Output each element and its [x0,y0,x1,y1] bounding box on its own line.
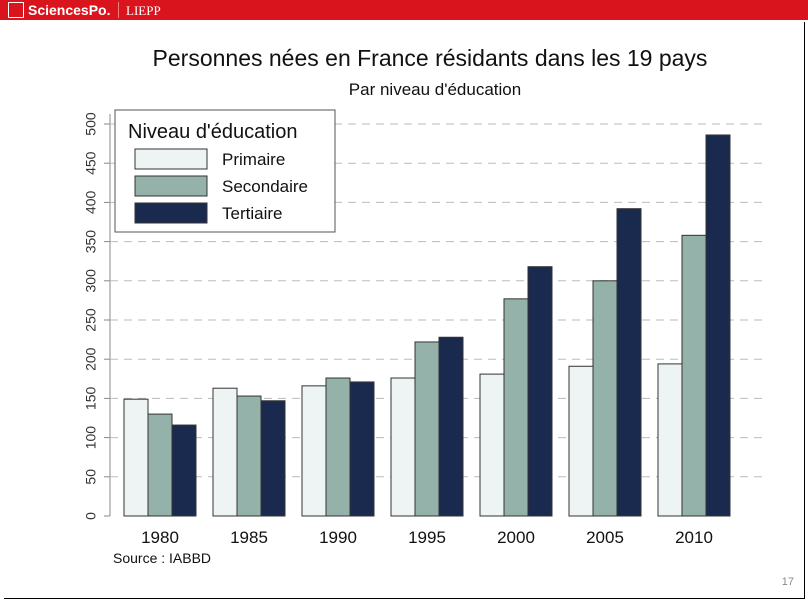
y-tick-label: 350 [83,230,99,254]
bar-primaire-2005 [568,365,594,517]
bar-secondaire-2000 [503,298,529,517]
y-tick-label: 50 [83,469,99,485]
bar-tertiaire-2000 [527,266,553,517]
x-tick-label: 2000 [497,528,535,547]
bar-primaire-2010 [657,363,683,517]
bar-secondaire-2005 [592,280,618,517]
bar-tertiaire-1995 [438,336,464,517]
chart-title: Personnes nées en France résidants dans … [153,45,708,71]
brand-name: SciencesPo. [28,2,111,18]
bar-secondaire-1985 [236,395,262,517]
x-tick-label: 2005 [586,528,624,547]
y-tick-label: 100 [83,426,99,450]
bar-primaire-1995 [390,377,416,517]
x-tick-label: 1985 [230,528,268,547]
bar-tertiaire-2005 [616,208,642,517]
bar-secondaire-1995 [414,341,440,517]
y-tick-label: 200 [83,347,99,371]
legend-swatch-tertiaire [134,202,208,224]
bar-primaire-1980 [123,398,149,517]
bar-tertiaire-1985 [260,400,286,517]
y-tick-label: 500 [83,112,99,136]
y-tick-label: 300 [83,269,99,293]
bar-primaire-2000 [479,373,505,517]
bar-secondaire-1980 [147,413,173,517]
x-tick-label: 1980 [141,528,179,547]
y-tick-label: 450 [83,151,99,175]
legend-label: Secondaire [222,177,308,196]
legend-label: Tertiaire [222,204,282,223]
divider [118,2,119,18]
x-tick-label: 2010 [675,528,713,547]
bar-tertiaire-1980 [171,424,197,517]
header-bar: SciencesPo. LIEPP [0,0,808,20]
chart-subtitle: Par niveau d'éducation [349,80,521,99]
slide-border [4,22,805,599]
sciencespo-logo: SciencesPo. [8,2,111,18]
bar-secondaire-1990 [325,377,351,517]
logo-icon [8,2,24,18]
x-tick-label: 1990 [319,528,357,547]
legend-swatch-primaire [134,148,208,170]
bar-tertiaire-1990 [349,381,375,517]
y-tick-label: 400 [83,191,99,215]
bar-primaire-1985 [212,387,238,517]
y-tick-label: 250 [83,308,99,332]
lab-name: LIEPP [126,3,161,18]
y-tick-label: 150 [83,387,99,411]
bar-tertiaire-2010 [705,134,731,517]
bar-secondaire-2010 [681,234,707,517]
source-note: Source : IABBD [113,550,211,566]
y-tick-label: 0 [83,512,99,520]
x-tick-label: 1995 [408,528,446,547]
page-number: 17 [781,576,794,588]
bar-primaire-1990 [301,385,327,517]
legend-swatch-secondaire [134,175,208,197]
legend-title: Niveau d'éducation [128,121,298,143]
legend-label: Primaire [222,150,285,169]
